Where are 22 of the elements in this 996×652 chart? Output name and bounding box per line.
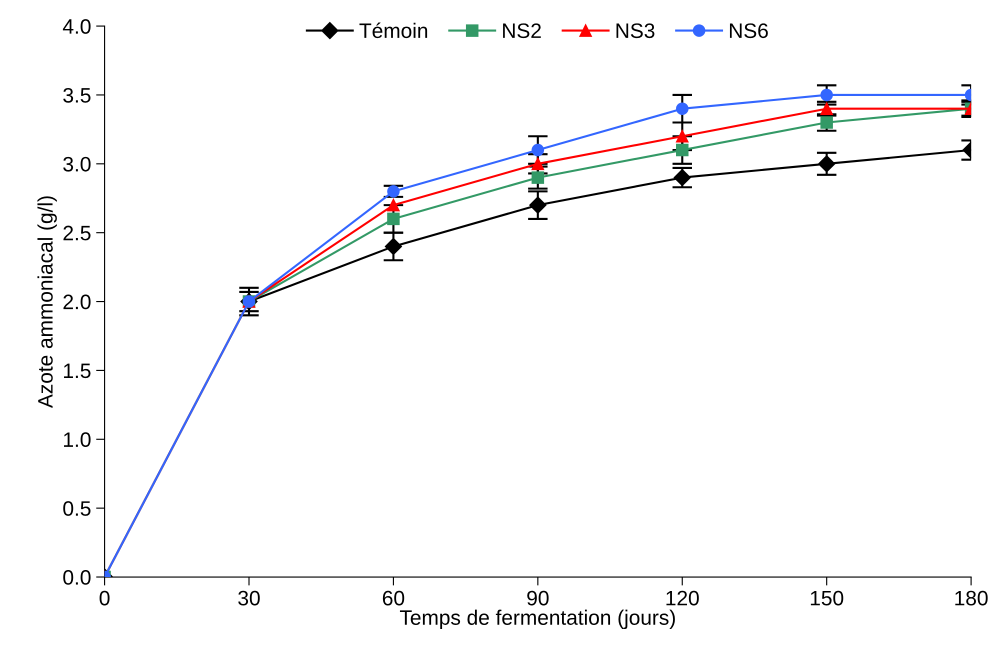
x-axis-title: Temps de fermentation (jours) <box>400 610 675 630</box>
legend-label: Témoin <box>359 22 428 38</box>
y-tick-label: 2.0 <box>63 294 91 310</box>
x-tick-label: 120 <box>666 590 699 606</box>
x-tick-label: 180 <box>955 590 988 606</box>
y-tick-label: 1.0 <box>64 432 91 448</box>
y-axis-title: Azote ammoniacal (g/l) <box>37 196 57 408</box>
y-tick-label: 3.0 <box>63 156 91 172</box>
x-tick-label: 90 <box>527 590 549 606</box>
x-tick-label: 150 <box>810 590 844 606</box>
x-tick-label: 0 <box>100 590 110 606</box>
legend-label: NS6 <box>730 23 768 38</box>
legend-label: NS2 <box>503 23 541 38</box>
y-tick-label: 4.0 <box>62 19 91 34</box>
y-tick-label: 0.5 <box>63 501 91 516</box>
y-tick-label: 2.5 <box>63 226 91 240</box>
y-tick-label: 3.5 <box>63 88 91 103</box>
x-tick-label: 60 <box>382 590 404 606</box>
legend-label: NS3 <box>616 23 654 38</box>
x-tick-label: 30 <box>238 590 260 606</box>
y-tick-label: 1.5 <box>64 364 91 378</box>
y-tick-label: 0.0 <box>63 570 91 585</box>
